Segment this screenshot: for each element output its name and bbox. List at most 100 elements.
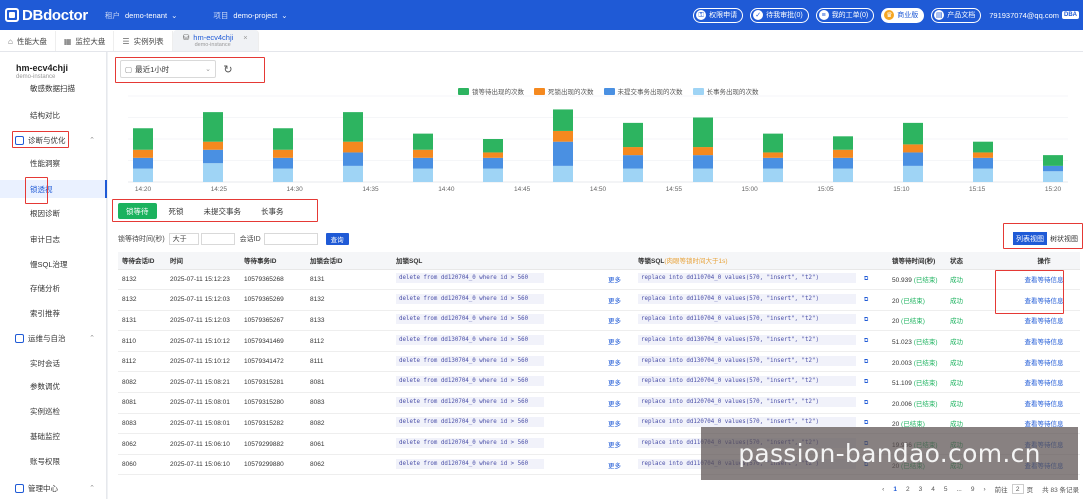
sidebar-item-15[interactable]: 账号权限 <box>0 452 107 470</box>
pending-approval-button[interactable]: ✓ 待我审批(0) <box>750 7 809 23</box>
bar-segment[interactable] <box>133 128 153 150</box>
copy-icon[interactable]: ⧉ <box>864 276 869 283</box>
bar-segment[interactable] <box>553 109 573 131</box>
bar-segment[interactable] <box>833 157 853 169</box>
bar-segment[interactable] <box>693 147 713 156</box>
bar-segment[interactable] <box>903 122 923 145</box>
bar-segment[interactable] <box>203 163 223 182</box>
product-docs-button[interactable]: ▤ 产品文档 <box>931 7 982 23</box>
bar-segment[interactable] <box>413 157 433 169</box>
sidebar-item-11[interactable]: 实时会话 <box>0 354 107 372</box>
more-link[interactable]: 更多 <box>608 400 621 408</box>
copy-icon[interactable]: ⧉ <box>864 379 869 386</box>
view-wait-info-link[interactable]: 查看等待信息 <box>1024 318 1064 326</box>
sidebar-item-5[interactable]: 根因诊断 <box>0 204 107 222</box>
bar-segment[interactable] <box>1043 165 1063 172</box>
more-link[interactable]: 更多 <box>608 339 621 347</box>
legend-item[interactable]: 未提交事务出现的次数 <box>603 86 683 96</box>
logo[interactable]: DBdoctor <box>5 7 95 24</box>
tab-deadlock[interactable]: 死锁 <box>168 206 184 216</box>
sidebar-item-4[interactable]: 锁透视 <box>0 180 107 198</box>
tab-instance-detail[interactable]: ⛁ hm-ecv4chji × demo-instance <box>172 30 259 51</box>
page-number[interactable]: 2 <box>905 485 910 493</box>
view-wait-info-link[interactable]: 查看等待信息 <box>1024 380 1064 388</box>
bar-segment[interactable] <box>833 149 853 158</box>
view-wait-info-link[interactable]: 查看等待信息 <box>1024 339 1064 347</box>
bar-segment[interactable] <box>343 165 363 182</box>
bar-segment[interactable] <box>903 165 923 182</box>
sidebar-group-10[interactable]: 运维与自治 ⌃ <box>0 329 107 347</box>
bar-segment[interactable] <box>693 155 713 169</box>
legend-item[interactable]: 长事务出现的次数 <box>692 86 759 96</box>
bar-segment[interactable] <box>343 112 363 142</box>
bar-segment[interactable] <box>903 152 923 166</box>
sidebar-item-6[interactable]: 审计日志 <box>0 230 107 248</box>
page-number[interactable]: 4 <box>931 485 935 493</box>
more-link[interactable]: 更多 <box>608 442 621 450</box>
view-wait-info-link[interactable]: 查看等待信息 <box>1024 359 1064 367</box>
bar-segment[interactable] <box>273 168 293 182</box>
bar-segment[interactable] <box>973 141 993 153</box>
more-link[interactable]: 更多 <box>608 297 621 305</box>
bar-segment[interactable] <box>553 141 573 166</box>
bar-segment[interactable] <box>763 152 783 158</box>
bar-segment[interactable] <box>483 139 503 153</box>
copy-icon[interactable]: ⧉ <box>864 338 869 345</box>
bar-segment[interactable] <box>903 144 923 153</box>
bar-segment[interactable] <box>623 122 643 148</box>
bar-segment[interactable] <box>273 128 293 150</box>
list-view-button[interactable]: 列表视图 <box>1013 232 1047 245</box>
bar-segment[interactable] <box>483 168 503 182</box>
bar-segment[interactable] <box>1043 155 1063 166</box>
my-tickets-button[interactable]: ≡ 我的工单(0) <box>815 7 875 23</box>
page-number[interactable]: 1 <box>893 485 897 493</box>
sidebar-item-8[interactable]: 存储分析 <box>0 279 107 297</box>
bar-segment[interactable] <box>623 155 643 169</box>
sidebar-group-2[interactable]: 诊断与优化 ⌃ <box>0 131 107 149</box>
bar-segment[interactable] <box>623 147 643 156</box>
sidebar-item-7[interactable]: 慢SQL治理 <box>0 255 107 273</box>
sidebar-item-14[interactable]: 基础监控 <box>0 427 107 445</box>
tenant-selector[interactable]: 租户 demo-tenant ⌄ <box>105 10 177 21</box>
more-link[interactable]: 更多 <box>608 421 621 429</box>
bar-segment[interactable] <box>553 130 573 142</box>
query-button[interactable]: 查询 <box>325 233 349 245</box>
prev-page-icon[interactable]: ‹ <box>882 485 885 493</box>
view-wait-info-link[interactable]: 查看等待信息 <box>1024 400 1064 408</box>
more-link[interactable]: 更多 <box>608 380 621 388</box>
close-icon[interactable]: × <box>243 33 248 42</box>
bar-segment[interactable] <box>133 157 153 169</box>
view-wait-info-link[interactable]: 查看等待信息 <box>1024 297 1064 305</box>
page-number[interactable]: 5 <box>943 485 948 493</box>
bar-segment[interactable] <box>1043 171 1063 182</box>
bar-segment[interactable] <box>483 152 503 158</box>
next-page-icon[interactable]: › <box>983 485 986 493</box>
tab-monitor-dashboard[interactable]: ▦ 监控大盘 <box>56 31 115 51</box>
bar-segment[interactable] <box>553 165 573 182</box>
permission-request-button[interactable]: ⚿ 权限申请 <box>693 7 744 23</box>
session-id-input[interactable] <box>263 233 318 245</box>
page-number[interactable]: ... <box>956 485 962 493</box>
bar-segment[interactable] <box>623 168 643 182</box>
sidebar-item-0[interactable]: 敏感数据扫描 <box>0 79 107 97</box>
tab-uncommitted-trx[interactable]: 未提交事务 <box>203 206 242 216</box>
tree-view-button[interactable]: 树状视图 <box>1050 235 1078 243</box>
bar-segment[interactable] <box>343 141 363 153</box>
bar-segment[interactable] <box>763 157 783 169</box>
view-wait-info-link[interactable]: 查看等待信息 <box>1024 421 1064 429</box>
bar-segment[interactable] <box>203 141 223 150</box>
page-number[interactable]: 9 <box>970 485 975 493</box>
bar-segment[interactable] <box>693 117 713 148</box>
bar-segment[interactable] <box>133 149 153 158</box>
bar-segment[interactable] <box>343 152 363 166</box>
bar-segment[interactable] <box>973 157 993 169</box>
sidebar-item-12[interactable]: 参数调优 <box>0 377 107 395</box>
legend-item[interactable]: 锁等待出现的次数 <box>458 86 524 96</box>
sidebar-item-13[interactable]: 实例巡检 <box>0 402 107 420</box>
more-link[interactable]: 更多 <box>608 318 621 326</box>
bar-segment[interactable] <box>413 168 433 182</box>
page-number[interactable]: 3 <box>918 485 923 493</box>
bar-segment[interactable] <box>833 168 853 182</box>
more-link[interactable]: 更多 <box>608 277 621 285</box>
legend-item[interactable]: 死锁出现的次数 <box>534 86 594 96</box>
